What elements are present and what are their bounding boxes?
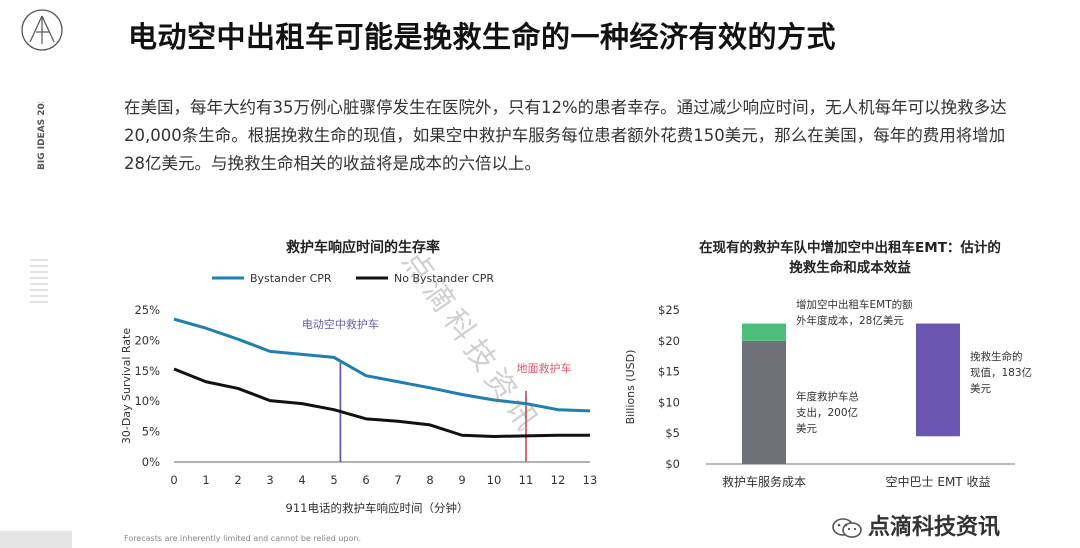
chart2-y-tick: $5 (665, 426, 680, 440)
chart2-title-line2: 挽救生命和成本效益 (789, 259, 911, 276)
marker-label-1: 地面救护车 (517, 361, 572, 375)
chart1-x-tick: 9 (458, 473, 465, 487)
chart2-title-line1: 在现有的救护车队中增加空中出租车EMT：估计的 (699, 239, 1001, 256)
chart1-x-tick: 6 (362, 473, 369, 487)
bar-segment-0-1 (742, 323, 786, 341)
chart2-x-tick: 救护车服务成本 (722, 474, 806, 489)
chart1-x-tick: 2 (234, 473, 241, 487)
bar-annotation-0: 增加空中出租车EMT的额 (796, 298, 913, 311)
chart2-y-tick: $25 (658, 303, 680, 317)
footer-disclaimer: Forecasts are inherently limited and can… (124, 534, 362, 543)
wechat-icon (832, 518, 862, 538)
chart1-y-tick: 25% (134, 303, 160, 317)
chart1-y-tick: 20% (134, 333, 160, 347)
chart1-x-tick: 5 (330, 473, 337, 487)
chart1-x-tick: 12 (551, 473, 566, 487)
chart1-x-tick: 3 (266, 473, 273, 487)
chart2-y-tick: $20 (658, 334, 680, 348)
bar-annotation-0: 外年度成本，28亿美元 (796, 314, 904, 327)
footer-block (0, 531, 72, 548)
bar-segment-1-0 (916, 323, 960, 437)
brand-logo-icon (21, 9, 63, 51)
chart1-x-tick: 13 (583, 473, 598, 487)
bar-annotation-2: 现值，183亿 (970, 366, 1032, 379)
bar-annotation-1: 年度救护车总 (796, 390, 859, 403)
chart1-x-tick: 10 (487, 473, 502, 487)
chart2-y-label: Billions (USD) (624, 350, 637, 425)
chart1-x-label: 911电话的救护车响应时间（分钟） (286, 501, 469, 515)
side-decoration-lines (30, 259, 48, 303)
bar-annotation-1: 支出，200亿 (796, 406, 858, 419)
legend-label-0: Bystander CPR (250, 272, 332, 285)
wechat-badge: 点滴科技资讯 (832, 509, 1000, 541)
body-paragraph: 在美国，每年大约有35万例心脏骤停发生在医院外，只有12%的患者幸存。通过减少响… (124, 98, 1007, 173)
chart2-y-tick: $0 (665, 457, 680, 471)
chart1-y-tick: 15% (134, 364, 160, 378)
chart1-x-tick: 11 (519, 473, 534, 487)
chart1-x-tick: 7 (394, 473, 401, 487)
chart2-x-tick: 空中巴士 EMT 收益 (886, 474, 991, 489)
survival-rate-line-chart: 救护车响应时间的生存率 Bystander CPR No Bystander CPR… (120, 239, 598, 515)
svg-text:BIG IDEAS 2020: BIG IDEAS 2020 (37, 102, 47, 170)
bar-segment-0-0 (742, 340, 786, 464)
chart1-x-tick: 4 (298, 473, 305, 487)
series-line-1 (173, 367, 590, 438)
page-title: 电动空中出租车可能是挽救生命的一种经济有效的方式 (128, 20, 837, 54)
chart1-y-label: 30-Day Survival Rate (120, 328, 133, 444)
marker-label-0: 电动空中救护车 (302, 317, 379, 331)
chart1-y-tick: 10% (134, 394, 160, 408)
bar-annotation-2: 挽救生命的 (970, 350, 1023, 363)
wechat-account-name: 点滴科技资讯 (868, 515, 1001, 540)
chart1-x-tick: 0 (170, 473, 177, 487)
bar-annotation-1: 美元 (796, 422, 817, 435)
chart2-y-tick: $15 (658, 365, 680, 379)
chart2-y-tick: $10 (658, 395, 680, 409)
legend-label-1: No Bystander CPR (394, 272, 494, 285)
series-line-0 (173, 317, 591, 413)
side-label: BIG IDEAS 2020 (37, 102, 47, 170)
chart1-title: 救护车响应时间的生存率 (286, 239, 440, 256)
chart1-y-tick: 0% (142, 455, 160, 469)
chart1-x-tick: 1 (202, 473, 209, 487)
bar-annotation-2: 美元 (970, 382, 991, 395)
chart1-x-tick: 8 (426, 473, 433, 487)
chart1-y-tick: 5% (142, 425, 160, 439)
